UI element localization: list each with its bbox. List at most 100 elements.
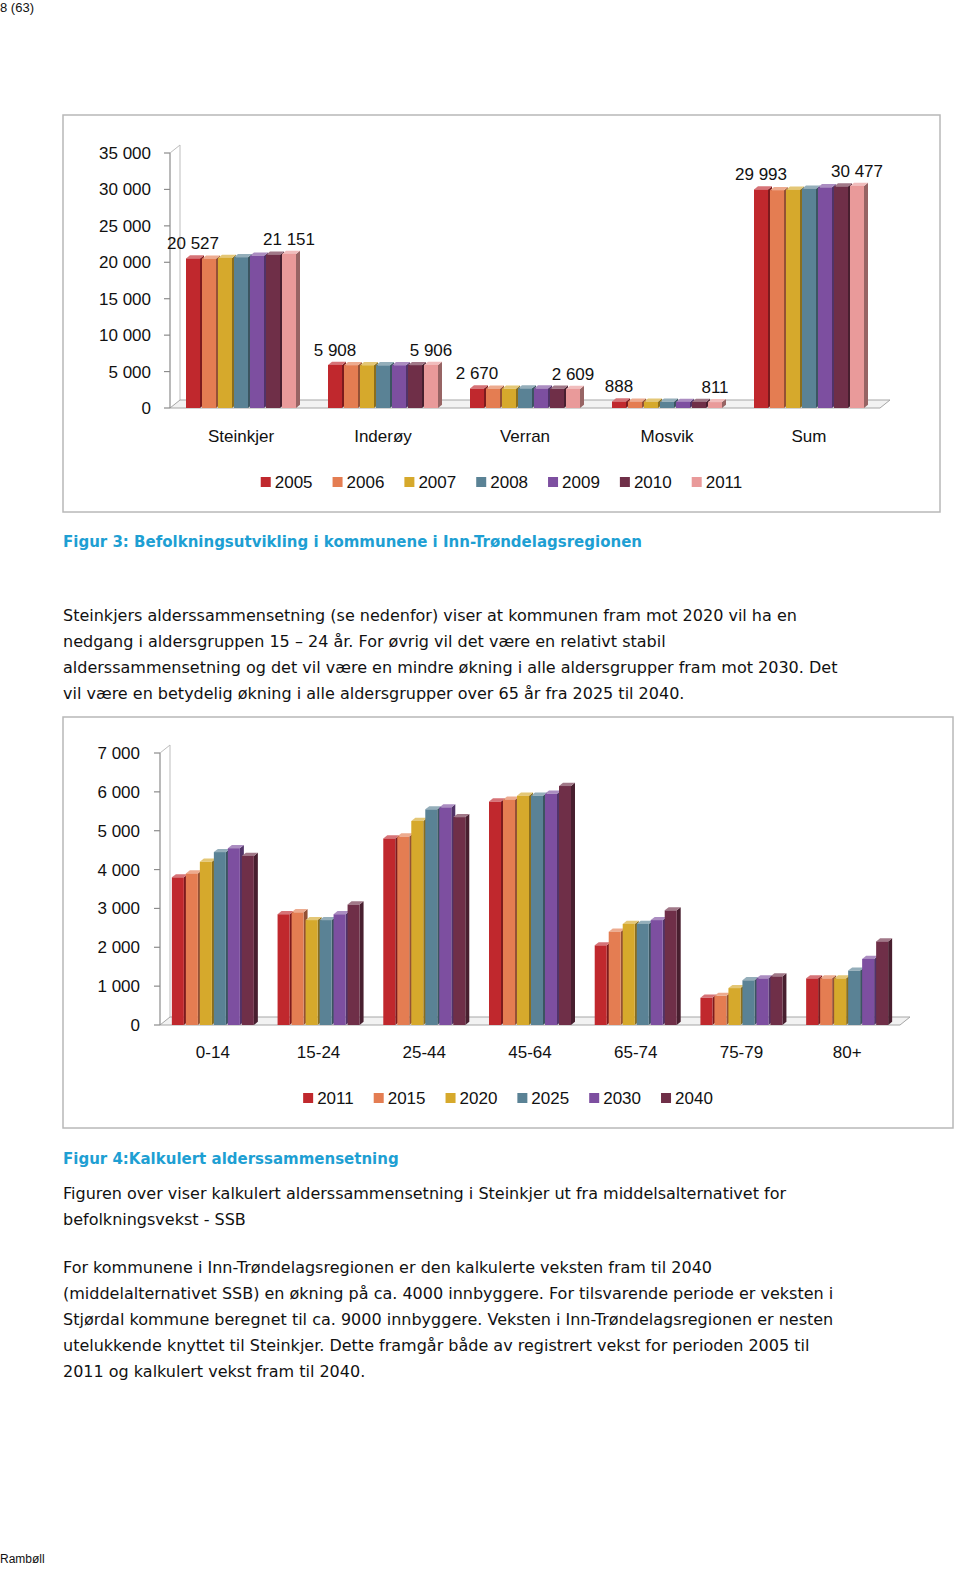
category-label: Steinkjer xyxy=(208,427,274,446)
bar xyxy=(806,978,818,1025)
axis-edge xyxy=(170,145,180,153)
legend-label: 2030 xyxy=(603,1089,641,1108)
bar xyxy=(770,190,784,408)
bar xyxy=(550,389,564,408)
category-label: 15-24 xyxy=(297,1043,340,1062)
bar xyxy=(534,388,548,408)
bar-top xyxy=(531,793,547,796)
bar-side xyxy=(296,251,300,408)
bar-top xyxy=(424,362,442,365)
data-label: 5 908 xyxy=(314,341,357,360)
bar-side xyxy=(580,386,584,408)
bar-top xyxy=(266,251,284,254)
bar xyxy=(200,862,212,1025)
bar xyxy=(628,402,642,408)
bar-side xyxy=(888,938,892,1025)
footer: Rambøll xyxy=(0,1552,45,1566)
bar-top xyxy=(700,995,716,998)
data-label: 29 993 xyxy=(735,165,787,184)
bar xyxy=(559,786,571,1025)
figure-caption: Figur 4:Kalkulert alderssammensetning xyxy=(63,1150,399,1168)
bar-top xyxy=(172,874,188,877)
bar-top xyxy=(806,975,822,978)
bar xyxy=(425,809,437,1025)
legend-label: 2040 xyxy=(675,1089,713,1108)
bar xyxy=(502,389,516,408)
legend-swatch xyxy=(661,1093,671,1103)
bar-top xyxy=(218,255,236,258)
bar xyxy=(266,255,280,408)
legend-label: 2007 xyxy=(418,473,456,492)
bar xyxy=(714,996,726,1025)
bar xyxy=(609,932,621,1025)
tick-mark xyxy=(154,908,160,909)
category-label: 25-44 xyxy=(403,1043,446,1062)
tick-mark xyxy=(164,407,170,408)
bar xyxy=(848,971,860,1025)
data-label: 30 477 xyxy=(831,162,883,181)
legend-swatch xyxy=(548,477,558,487)
bar xyxy=(202,259,216,408)
legend-label: 2020 xyxy=(460,1089,498,1108)
text-line: 2011 og kalkulert vekst fram til 2040. xyxy=(63,1359,365,1385)
bar-top xyxy=(770,973,786,976)
text-line: alderssammensetning og det vil være en m… xyxy=(63,655,837,681)
chart-frame xyxy=(63,115,940,512)
text-line: For kommunene i Inn-Trøndelagsregionen e… xyxy=(63,1255,712,1281)
tick-label: 0 xyxy=(142,399,151,418)
bars xyxy=(186,183,868,408)
bar xyxy=(754,189,768,408)
bar xyxy=(320,920,332,1025)
bar-top xyxy=(517,793,533,796)
legend-label: 2009 xyxy=(562,473,600,492)
bar xyxy=(360,365,374,408)
data-label: 2 609 xyxy=(552,365,595,384)
legend-label: 2011 xyxy=(317,1089,354,1108)
bar-top xyxy=(786,186,804,189)
bar xyxy=(818,187,832,408)
bar xyxy=(242,856,254,1025)
bar-side xyxy=(465,814,469,1025)
page-number: 8 (63) xyxy=(0,0,34,15)
category-label: Verran xyxy=(500,427,550,446)
bar-top xyxy=(651,917,667,920)
bar-top xyxy=(503,796,519,799)
legend-swatch xyxy=(476,477,486,487)
bar-top xyxy=(234,254,252,257)
bar xyxy=(306,920,318,1025)
text-line: Stjørdal kommune beregnet til ca. 9000 i… xyxy=(63,1307,833,1333)
tick-mark xyxy=(154,1024,160,1025)
bar xyxy=(518,388,532,408)
bar-top xyxy=(242,853,258,856)
bar xyxy=(728,988,740,1025)
bar xyxy=(644,402,658,408)
back-wall xyxy=(180,145,181,400)
data-label: 21 151 xyxy=(263,230,315,249)
bar xyxy=(692,402,706,408)
bar-top xyxy=(228,845,244,848)
bar xyxy=(834,978,846,1025)
tick-label: 10 000 xyxy=(99,326,151,345)
category-label: 80+ xyxy=(833,1043,862,1062)
tick-label: 4 000 xyxy=(97,861,140,880)
bar-top xyxy=(714,993,730,996)
bar xyxy=(503,800,515,1025)
bar-top xyxy=(623,921,639,924)
chart: 05 00010 00015 00020 00025 00030 00035 0… xyxy=(63,115,940,512)
tick-label: 2 000 xyxy=(97,938,140,957)
data-label: 811 xyxy=(701,378,728,397)
bar-top xyxy=(518,385,536,388)
bar-top xyxy=(278,911,294,914)
legend-swatch xyxy=(374,1093,384,1103)
y-axis xyxy=(159,753,160,1025)
data-label: 20 527 xyxy=(167,234,219,253)
legend-swatch xyxy=(692,477,702,487)
tick-mark xyxy=(164,298,170,299)
bar xyxy=(850,186,864,408)
bar-top xyxy=(834,183,852,186)
text-line: Figuren over viser kalkulert alderssamme… xyxy=(63,1181,786,1207)
legend-label: 2010 xyxy=(634,473,672,492)
bar-top xyxy=(200,859,216,862)
bar-top xyxy=(609,929,625,932)
bar xyxy=(411,821,423,1025)
